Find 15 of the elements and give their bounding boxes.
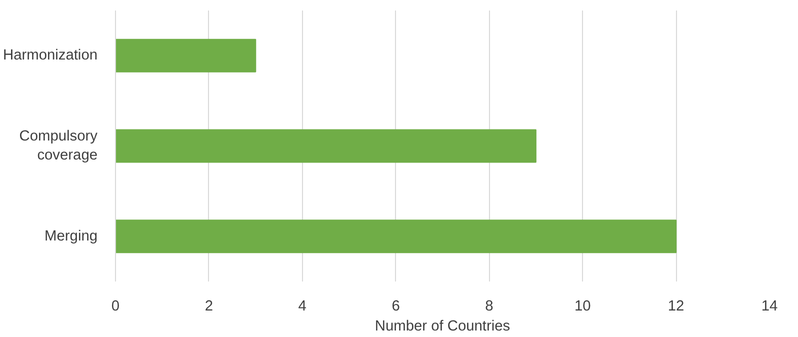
x-tick-label: 10 (574, 298, 591, 314)
y-tick-label: Harmonization (3, 48, 98, 64)
bar (116, 220, 677, 254)
x-tick-label: 2 (204, 298, 214, 314)
x-axis-title: Number of Countries (374, 318, 510, 334)
x-tick-label: 8 (485, 298, 494, 314)
bar (116, 38, 256, 72)
y-tick-label: Merging (44, 228, 98, 244)
bar (116, 129, 536, 163)
x-tick-label: 4 (298, 298, 306, 314)
y-tick-label: Compulsory coverage (19, 128, 98, 164)
x-tick-label: 6 (392, 298, 400, 314)
x-tick-label: 0 (111, 298, 120, 314)
x-tick-label: 12 (668, 298, 684, 314)
x-tick-label: 14 (761, 298, 778, 314)
